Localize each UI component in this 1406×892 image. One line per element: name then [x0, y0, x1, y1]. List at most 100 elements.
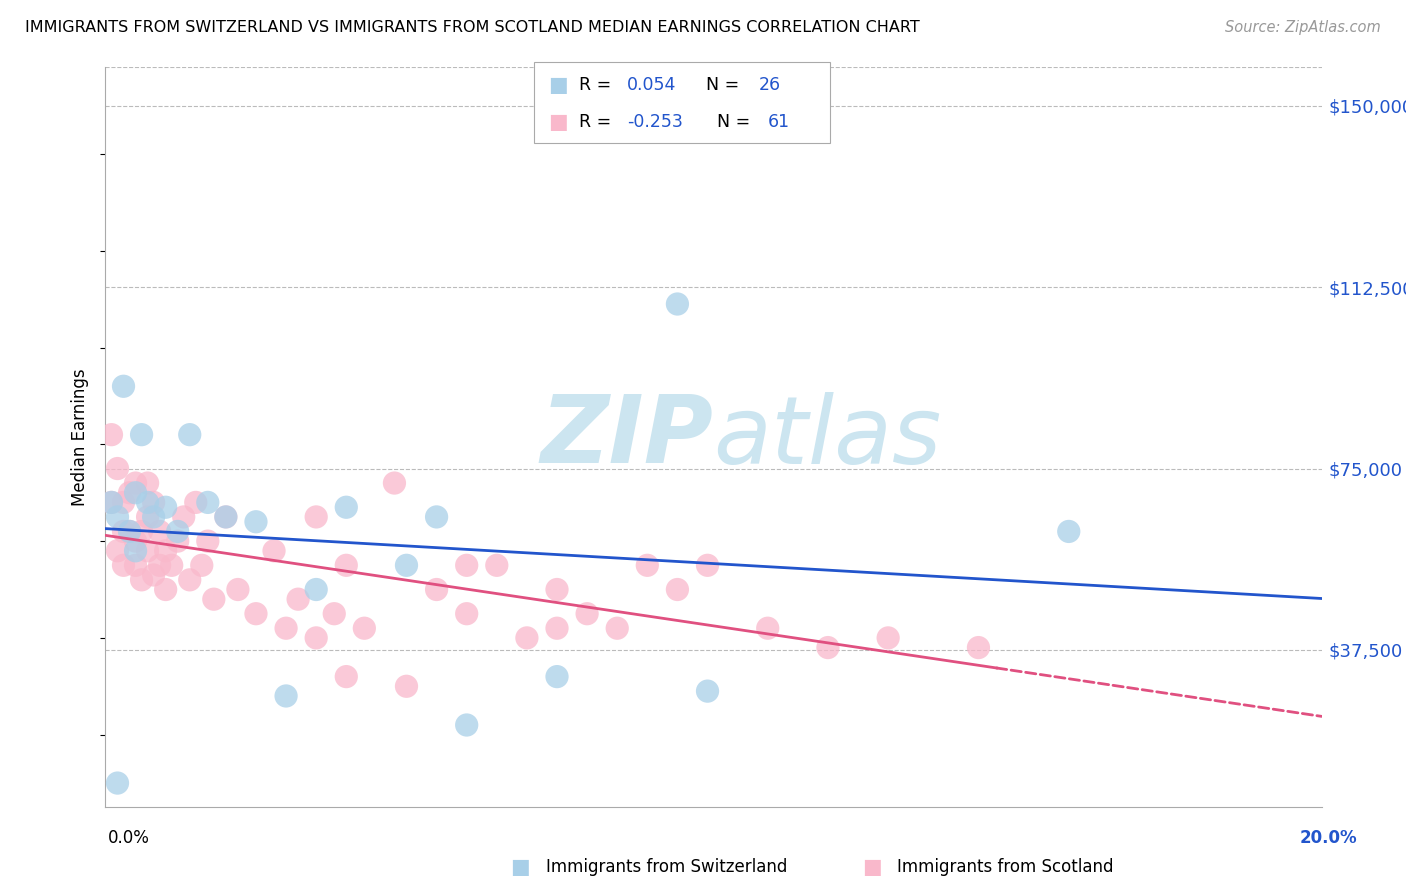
Point: [112, 558, 135, 573]
Text: IMMIGRANTS FROM SWITZERLAND VS IMMIGRANTS FROM SCOTLAND MEDIAN EARNINGS CORRELAT: IMMIGRANTS FROM SWITZERLAND VS IMMIGRANT…: [25, 20, 920, 35]
Point: [112, 524, 135, 539]
Text: 26: 26: [759, 76, 782, 94]
Point: [666, 582, 689, 597]
Point: [546, 670, 568, 684]
Point: [107, 776, 129, 790]
Text: R =: R =: [579, 76, 617, 94]
Point: [136, 476, 159, 491]
Text: 61: 61: [768, 113, 790, 131]
Point: [191, 558, 214, 573]
Point: [179, 427, 201, 442]
Text: ■: ■: [548, 112, 568, 132]
Point: [696, 558, 718, 573]
Point: [160, 558, 183, 573]
Text: ■: ■: [510, 857, 530, 877]
Text: ■: ■: [862, 857, 882, 877]
Point: [305, 510, 328, 524]
Text: N =: N =: [695, 76, 744, 94]
Point: [118, 485, 141, 500]
Point: [335, 670, 357, 684]
Text: 0.054: 0.054: [627, 76, 676, 94]
Point: [118, 524, 141, 539]
Point: [305, 631, 328, 645]
Point: [107, 510, 129, 524]
Point: [335, 558, 357, 573]
Text: 0.0%: 0.0%: [108, 829, 150, 847]
Point: [226, 582, 249, 597]
Point: [124, 476, 146, 491]
Point: [149, 558, 172, 573]
Point: [215, 510, 238, 524]
Point: [546, 621, 568, 635]
Text: 20.0%: 20.0%: [1299, 829, 1357, 847]
Point: [395, 679, 418, 693]
Point: [335, 500, 357, 515]
Point: [274, 621, 297, 635]
Point: [124, 558, 146, 573]
Point: [173, 510, 195, 524]
Point: [166, 534, 188, 549]
Point: [131, 573, 153, 587]
Text: atlas: atlas: [713, 392, 942, 483]
Point: [131, 524, 153, 539]
Point: [155, 500, 177, 515]
Point: [142, 495, 165, 509]
Point: [274, 689, 297, 703]
Point: [877, 631, 900, 645]
Point: [107, 543, 129, 558]
Text: R =: R =: [579, 113, 617, 131]
Text: ZIP: ZIP: [541, 391, 713, 483]
Point: [287, 592, 309, 607]
Point: [124, 534, 146, 549]
Point: [456, 558, 478, 573]
Y-axis label: Median Earnings: Median Earnings: [72, 368, 90, 506]
Point: [124, 485, 146, 500]
Point: [155, 582, 177, 597]
Point: [456, 718, 478, 732]
Point: [112, 495, 135, 509]
Point: [136, 510, 159, 524]
Point: [666, 297, 689, 311]
Point: [636, 558, 658, 573]
Text: Source: ZipAtlas.com: Source: ZipAtlas.com: [1225, 20, 1381, 35]
Point: [131, 427, 153, 442]
Point: [967, 640, 990, 655]
Point: [197, 534, 219, 549]
Text: Immigrants from Switzerland: Immigrants from Switzerland: [546, 858, 787, 876]
Point: [426, 582, 449, 597]
Point: [485, 558, 508, 573]
Point: [384, 476, 406, 491]
Point: [305, 582, 328, 597]
Point: [142, 510, 165, 524]
Point: [426, 510, 449, 524]
Point: [456, 607, 478, 621]
Point: [546, 582, 568, 597]
Point: [215, 510, 238, 524]
Point: [155, 543, 177, 558]
Point: [118, 524, 141, 539]
Point: [100, 495, 122, 509]
Point: [1057, 524, 1080, 539]
Text: Immigrants from Scotland: Immigrants from Scotland: [897, 858, 1114, 876]
Point: [245, 515, 267, 529]
Point: [179, 573, 201, 587]
Point: [395, 558, 418, 573]
Point: [263, 543, 285, 558]
Point: [166, 524, 188, 539]
Point: [323, 607, 346, 621]
Text: N =: N =: [706, 113, 755, 131]
Point: [184, 495, 207, 509]
Point: [756, 621, 779, 635]
Point: [606, 621, 628, 635]
Point: [100, 495, 122, 509]
Point: [696, 684, 718, 698]
Text: ■: ■: [548, 75, 568, 95]
Point: [112, 379, 135, 393]
Text: -0.253: -0.253: [627, 113, 683, 131]
Point: [197, 495, 219, 509]
Point: [100, 427, 122, 442]
Point: [245, 607, 267, 621]
Point: [107, 461, 129, 475]
Point: [353, 621, 375, 635]
Point: [516, 631, 538, 645]
